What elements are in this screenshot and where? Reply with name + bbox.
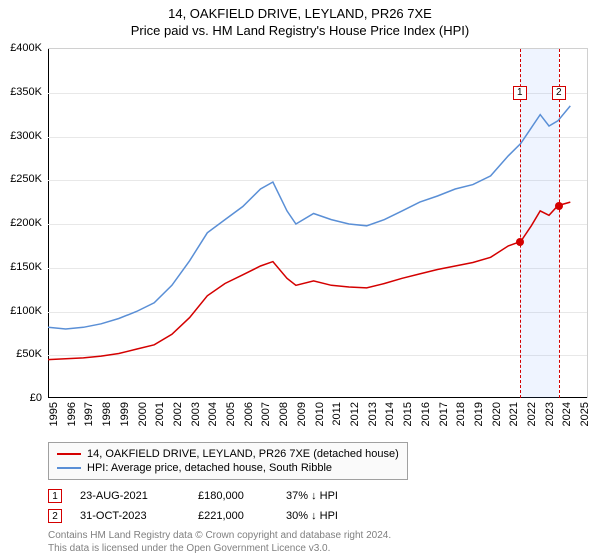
x-tick-label: 1996 [66,402,78,426]
x-tick-label: 1998 [101,402,113,426]
footnote-line: This data is licensed under the Open Gov… [48,543,391,556]
chart-subtitle: Price paid vs. HM Land Registry's House … [0,23,600,38]
x-tick-label: 2013 [367,402,379,426]
x-tick-label: 2016 [420,402,432,426]
sale-date: 23-AUG-2021 [80,490,180,502]
sale-row: 1 23-AUG-2021 £180,000 37% ↓ HPI [48,486,376,506]
legend-label: 14, OAKFIELD DRIVE, LEYLAND, PR26 7XE (d… [87,448,399,460]
legend-item: HPI: Average price, detached house, Sout… [57,461,399,475]
chart-title: 14, OAKFIELD DRIVE, LEYLAND, PR26 7XE [0,6,600,21]
x-tick-label: 2004 [207,402,219,426]
x-tick-label: 2010 [314,402,326,426]
y-tick-label: £200K [10,217,42,229]
x-tick-label: 2007 [260,402,272,426]
x-tick-label: 2025 [579,402,591,426]
sale-pct: 30% ↓ HPI [286,510,376,522]
sale-row: 2 31-OCT-2023 £221,000 30% ↓ HPI [48,506,376,526]
x-tick-label: 2006 [243,402,255,426]
x-tick-label: 2023 [544,402,556,426]
legend-item: 14, OAKFIELD DRIVE, LEYLAND, PR26 7XE (d… [57,447,399,461]
series-svg [48,49,588,399]
x-tick-label: 2014 [384,402,396,426]
y-tick-label: £350K [10,86,42,98]
x-tick-label: 2001 [154,402,166,426]
chart-container: 14, OAKFIELD DRIVE, LEYLAND, PR26 7XE Pr… [0,0,600,560]
legend: 14, OAKFIELD DRIVE, LEYLAND, PR26 7XE (d… [48,442,408,480]
x-tick-label: 2022 [526,402,538,426]
sale-pct: 37% ↓ HPI [286,490,376,502]
x-tick-label: 2002 [172,402,184,426]
x-tick-label: 2005 [225,402,237,426]
legend-swatch [57,453,81,455]
y-tick-label: £150K [10,261,42,273]
sale-marker-icon: 1 [48,489,62,503]
y-tick-label: £250K [10,173,42,185]
y-tick-label: £50K [16,348,42,360]
x-tick-label: 2019 [473,402,485,426]
x-tick-label: 2015 [402,402,414,426]
sales-table: 1 23-AUG-2021 £180,000 37% ↓ HPI 2 31-OC… [48,486,376,526]
x-tick-label: 2008 [278,402,290,426]
y-axis: £0£50K£100K£150K£200K£250K£300K£350K£400… [0,48,46,398]
legend-label: HPI: Average price, detached house, Sout… [87,462,332,474]
x-tick-label: 2024 [561,402,573,426]
x-tick-label: 2009 [296,402,308,426]
plot-area: 12 [48,48,588,398]
sale-price: £180,000 [198,490,268,502]
x-tick-label: 1999 [119,402,131,426]
y-tick-label: £0 [30,392,42,404]
x-tick-label: 2017 [438,402,450,426]
title-block: 14, OAKFIELD DRIVE, LEYLAND, PR26 7XE Pr… [0,0,600,38]
x-tick-label: 2020 [491,402,503,426]
sale-date: 31-OCT-2023 [80,510,180,522]
series-property [48,202,570,360]
x-tick-label: 1997 [83,402,95,426]
sale-marker-icon: 2 [48,509,62,523]
footnote-line: Contains HM Land Registry data © Crown c… [48,530,391,543]
y-tick-label: £300K [10,130,42,142]
x-tick-label: 2018 [455,402,467,426]
y-tick-label: £400K [10,42,42,54]
x-axis: 1995 1996 1997 1998 1999 2000 2001 2002 2003 2004… [48,398,588,446]
x-tick-label: 1995 [48,402,60,426]
y-tick-label: £100K [10,305,42,317]
legend-swatch [57,467,81,469]
footnote: Contains HM Land Registry data © Crown c… [48,530,391,555]
x-tick-label: 2011 [331,402,343,426]
x-tick-label: 2000 [137,402,149,426]
x-tick-label: 2012 [349,402,361,426]
x-tick-label: 2021 [508,402,520,426]
x-tick-label: 2003 [190,402,202,426]
sale-price: £221,000 [198,510,268,522]
series-hpi [48,106,570,329]
